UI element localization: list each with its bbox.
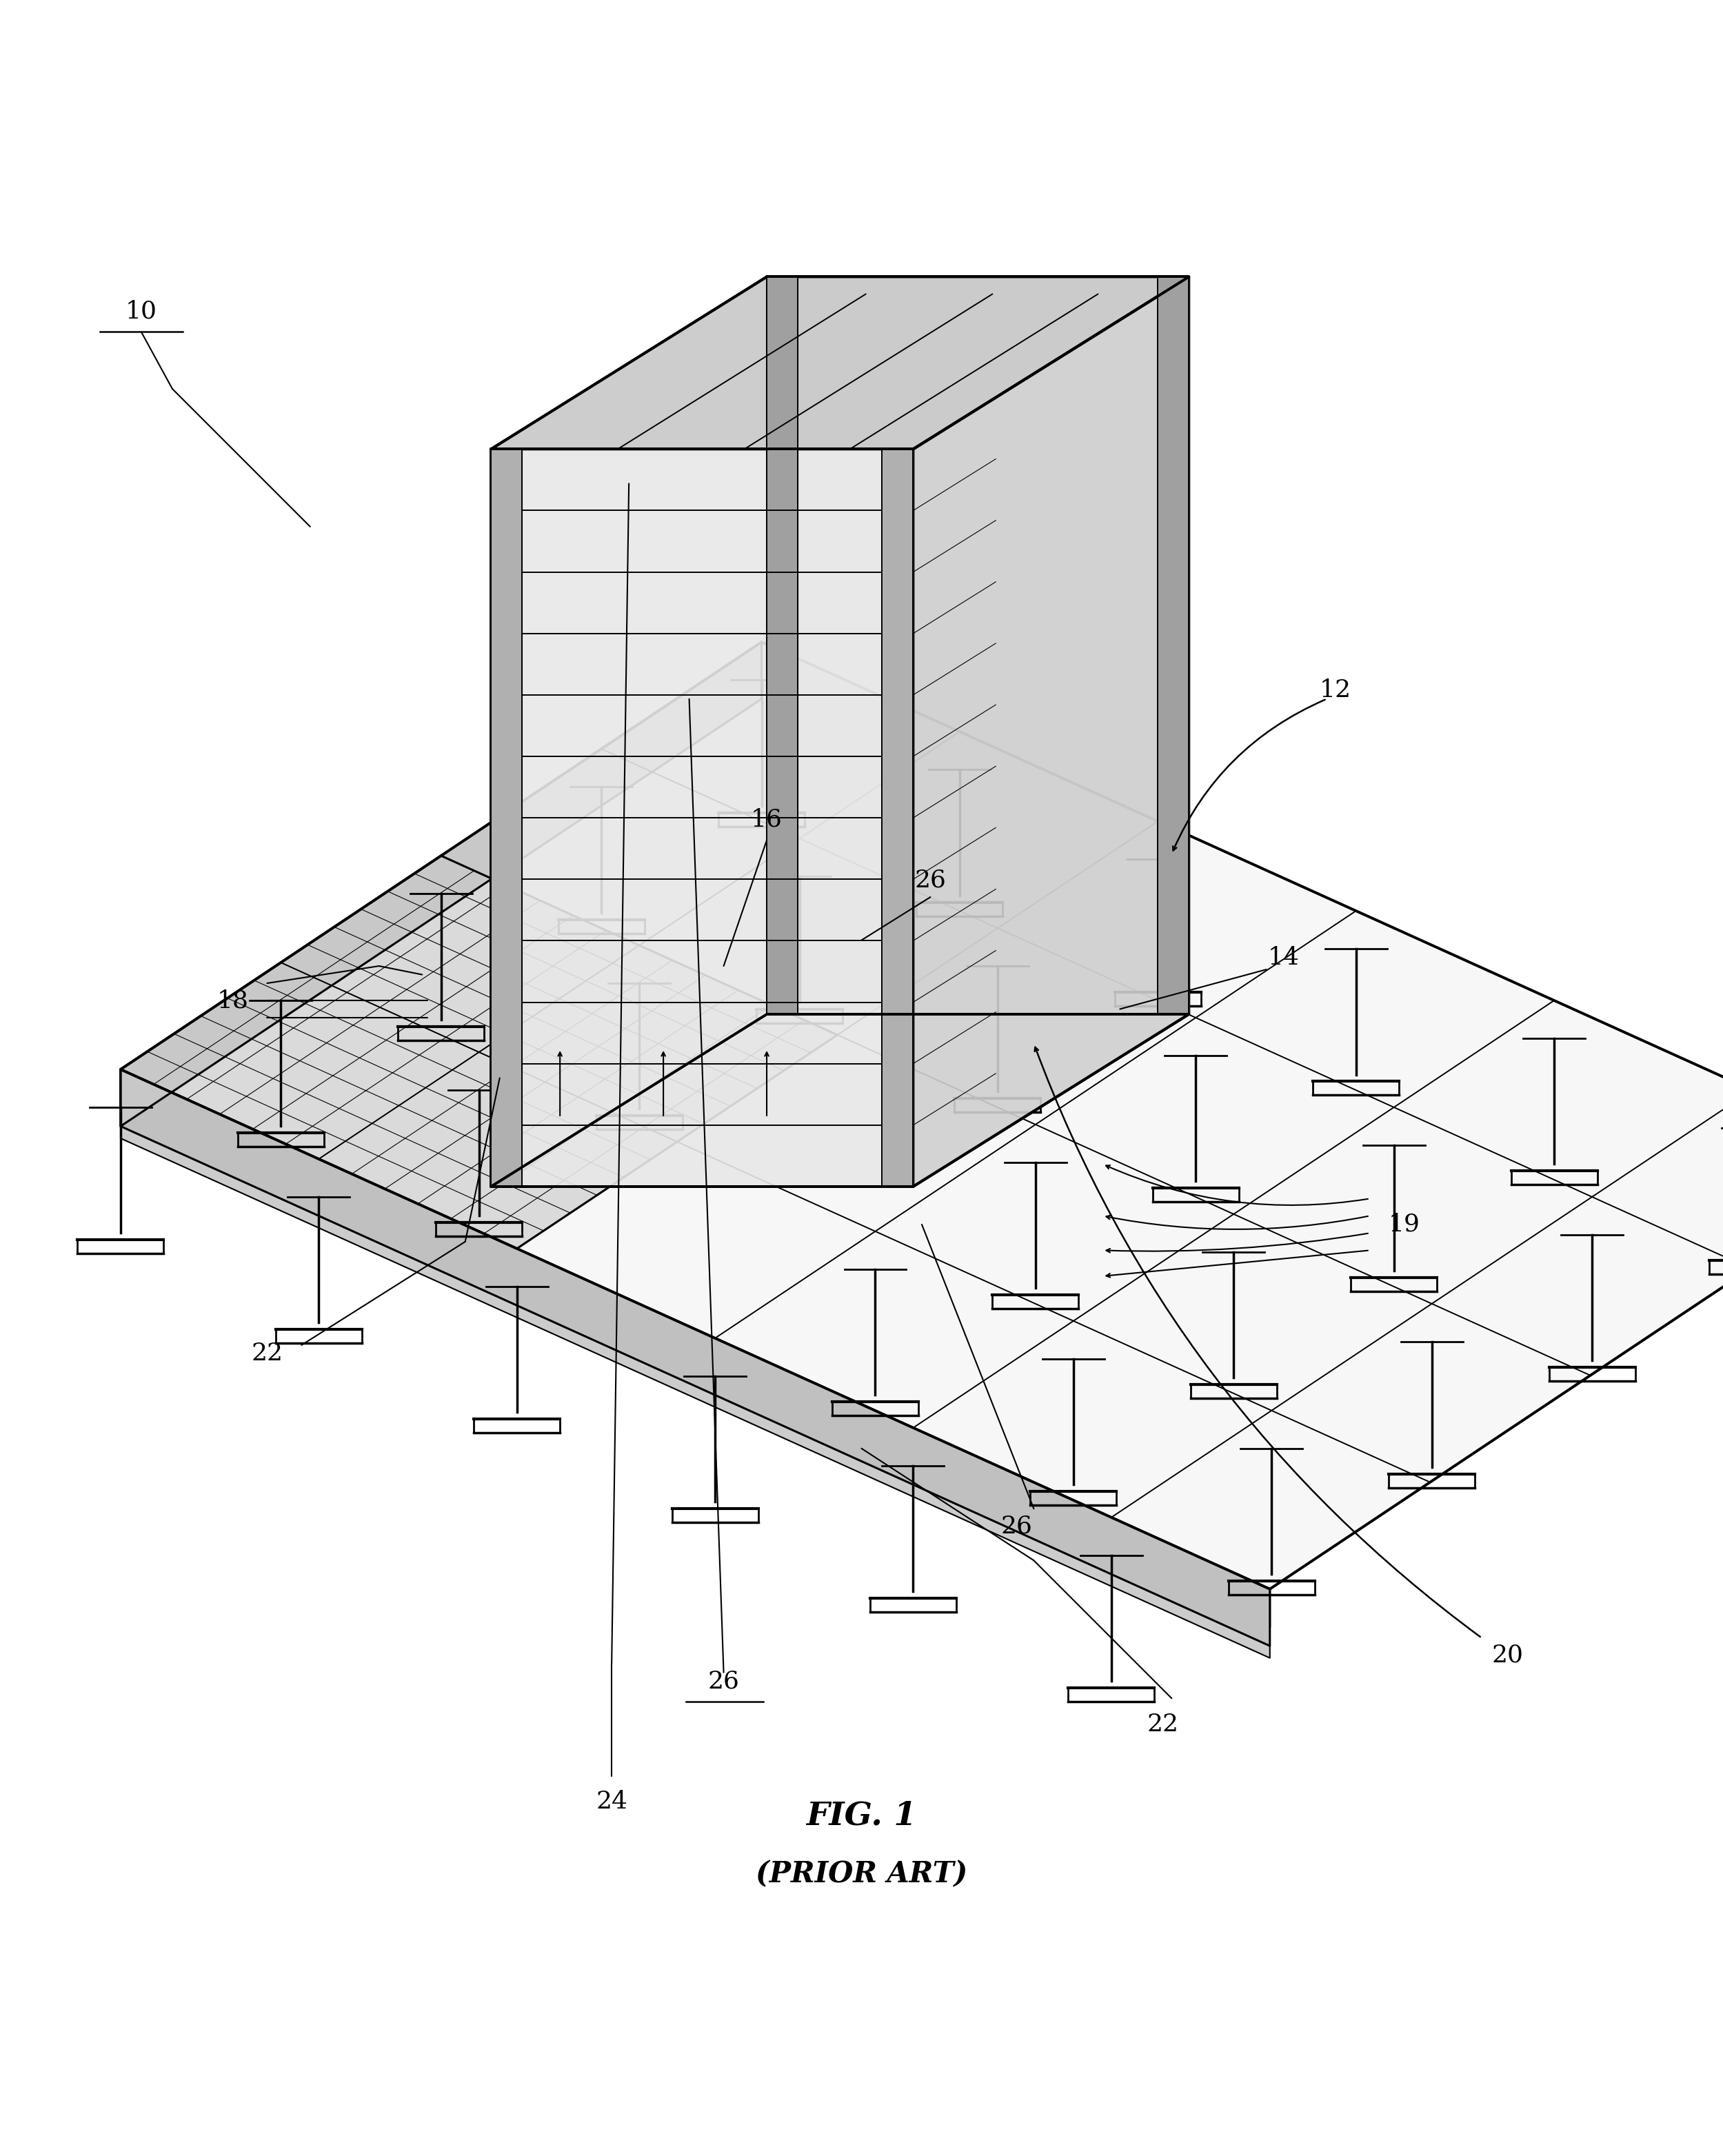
Text: 16: 16	[751, 808, 782, 832]
Polygon shape	[767, 276, 798, 1013]
Text: (PRIOR ART): (PRIOR ART)	[756, 1861, 967, 1889]
Polygon shape	[491, 448, 522, 1186]
Text: 12: 12	[1320, 679, 1351, 703]
Polygon shape	[121, 1069, 1270, 1658]
Polygon shape	[882, 448, 913, 1186]
Polygon shape	[1158, 276, 1189, 1013]
Text: 19: 19	[1389, 1212, 1420, 1235]
Text: 22: 22	[1148, 1712, 1179, 1736]
Polygon shape	[767, 276, 1189, 1013]
Polygon shape	[913, 276, 1189, 1186]
Polygon shape	[121, 856, 837, 1248]
Polygon shape	[121, 1069, 1270, 1645]
Text: 26: 26	[915, 869, 946, 893]
Text: 10: 10	[126, 300, 157, 323]
Polygon shape	[121, 642, 762, 1125]
Text: 22: 22	[252, 1341, 283, 1365]
Polygon shape	[121, 642, 762, 1108]
Text: 18: 18	[217, 990, 248, 1011]
Text: 14: 14	[1268, 946, 1299, 968]
Text: FIG. 1: FIG. 1	[806, 1800, 917, 1830]
Text: 20: 20	[1492, 1643, 1523, 1667]
Polygon shape	[491, 448, 913, 1186]
Polygon shape	[121, 642, 1723, 1589]
Polygon shape	[121, 1069, 1270, 1628]
Text: 26: 26	[1001, 1514, 1032, 1537]
Polygon shape	[491, 276, 1189, 448]
Text: 24: 24	[596, 1789, 627, 1813]
Text: 26: 26	[708, 1669, 739, 1692]
